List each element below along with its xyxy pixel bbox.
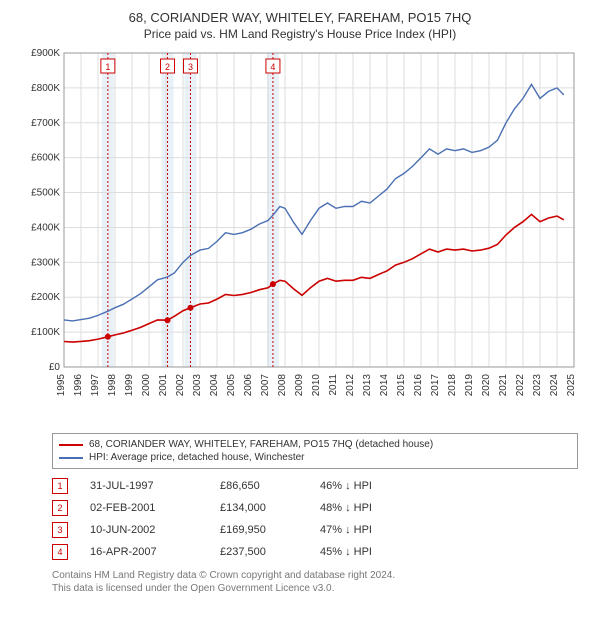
svg-text:2010: 2010 — [311, 374, 322, 397]
sale-date: 31-JUL-1997 — [90, 480, 220, 492]
sale-price: £86,650 — [220, 480, 320, 492]
svg-text:2024: 2024 — [549, 374, 560, 397]
legend-item: HPI: Average price, detached house, Winc… — [59, 451, 571, 464]
sale-row: 1 31-JUL-1997£86,65046% ↓ HPI — [52, 475, 578, 497]
attribution-line1: Contains HM Land Registry data © Crown c… — [52, 569, 578, 582]
svg-text:£400K: £400K — [31, 222, 60, 233]
legend-item: 68, CORIANDER WAY, WHITELEY, FAREHAM, PO… — [59, 438, 571, 451]
svg-text:£500K: £500K — [31, 188, 60, 199]
sale-date: 16-APR-2007 — [90, 546, 220, 558]
svg-text:2014: 2014 — [379, 374, 390, 397]
svg-text:£900K: £900K — [31, 48, 60, 59]
svg-text:£300K: £300K — [31, 257, 60, 268]
svg-text:2007: 2007 — [260, 374, 271, 397]
svg-text:2000: 2000 — [141, 374, 152, 397]
svg-text:1995: 1995 — [56, 374, 67, 397]
svg-text:2004: 2004 — [209, 374, 220, 397]
svg-text:2009: 2009 — [294, 374, 305, 397]
sale-marker: 2 — [52, 500, 68, 516]
svg-text:2: 2 — [165, 62, 170, 72]
svg-text:2013: 2013 — [362, 374, 373, 397]
sales-table: 1 31-JUL-1997£86,65046% ↓ HPI 2 02-FEB-2001… — [52, 475, 578, 563]
chart-title: 68, CORIANDER WAY, WHITELEY, FAREHAM, PO… — [10, 10, 590, 25]
svg-text:£0: £0 — [49, 362, 61, 373]
svg-text:2020: 2020 — [481, 374, 492, 397]
svg-text:1999: 1999 — [124, 374, 135, 397]
svg-text:2015: 2015 — [396, 374, 407, 397]
sale-row: 2 02-FEB-2001£134,00048% ↓ HPI — [52, 497, 578, 519]
svg-text:2022: 2022 — [515, 374, 526, 397]
svg-text:2012: 2012 — [345, 374, 356, 397]
svg-text:2011: 2011 — [328, 374, 339, 396]
sale-row: 4 16-APR-2007£237,50045% ↓ HPI — [52, 541, 578, 563]
legend: 68, CORIANDER WAY, WHITELEY, FAREHAM, PO… — [52, 433, 578, 469]
sale-marker: 3 — [52, 522, 68, 538]
svg-text:£800K: £800K — [31, 83, 60, 94]
chart-subtitle: Price paid vs. HM Land Registry's House … — [10, 27, 590, 41]
svg-text:2001: 2001 — [158, 374, 169, 397]
attribution-line2: This data is licensed under the Open Gov… — [52, 582, 578, 595]
chart-plot: £0 £100K £200K £300K £400K £500K £600K £700K £80… — [20, 47, 580, 427]
legend-swatch — [59, 444, 83, 446]
svg-text:1996: 1996 — [73, 374, 84, 397]
svg-text:1997: 1997 — [90, 374, 101, 397]
svg-text:2002: 2002 — [175, 374, 186, 397]
svg-text:2006: 2006 — [243, 374, 254, 397]
svg-text:4: 4 — [270, 62, 275, 72]
legend-swatch — [59, 457, 83, 459]
sale-date: 10-JUN-2002 — [90, 524, 220, 536]
svg-text:£600K: £600K — [31, 153, 60, 164]
sale-row: 3 10-JUN-2002£169,95047% ↓ HPI — [52, 519, 578, 541]
svg-text:1: 1 — [105, 62, 110, 72]
sale-diff: 47% ↓ HPI — [320, 524, 430, 536]
svg-text:1998: 1998 — [107, 374, 118, 397]
svg-text:£700K: £700K — [31, 118, 60, 129]
svg-text:£200K: £200K — [31, 292, 60, 303]
svg-text:£100K: £100K — [31, 327, 60, 338]
svg-text:2025: 2025 — [566, 374, 577, 397]
svg-text:2003: 2003 — [192, 374, 203, 397]
legend-label: HPI: Average price, detached house, Winc… — [89, 452, 305, 463]
svg-text:3: 3 — [188, 62, 193, 72]
sale-price: £134,000 — [220, 502, 320, 514]
svg-text:2017: 2017 — [430, 374, 441, 397]
svg-text:2021: 2021 — [498, 374, 509, 397]
sale-date: 02-FEB-2001 — [90, 502, 220, 514]
sale-marker: 4 — [52, 544, 68, 560]
sale-price: £237,500 — [220, 546, 320, 558]
svg-text:2023: 2023 — [532, 374, 543, 397]
attribution: Contains HM Land Registry data © Crown c… — [52, 569, 578, 595]
svg-text:2018: 2018 — [447, 374, 458, 397]
svg-text:2016: 2016 — [413, 374, 424, 397]
sale-marker: 1 — [52, 478, 68, 494]
sale-diff: 45% ↓ HPI — [320, 546, 430, 558]
svg-text:2008: 2008 — [277, 374, 288, 397]
chart-container: 68, CORIANDER WAY, WHITELEY, FAREHAM, PO… — [0, 0, 600, 607]
svg-text:2019: 2019 — [464, 374, 475, 397]
chart-svg: £0 £100K £200K £300K £400K £500K £600K £700K £80… — [20, 47, 580, 427]
sale-diff: 46% ↓ HPI — [320, 480, 430, 492]
sale-price: £169,950 — [220, 524, 320, 536]
legend-label: 68, CORIANDER WAY, WHITELEY, FAREHAM, PO… — [89, 439, 433, 450]
sale-diff: 48% ↓ HPI — [320, 502, 430, 514]
svg-text:2005: 2005 — [226, 374, 237, 397]
